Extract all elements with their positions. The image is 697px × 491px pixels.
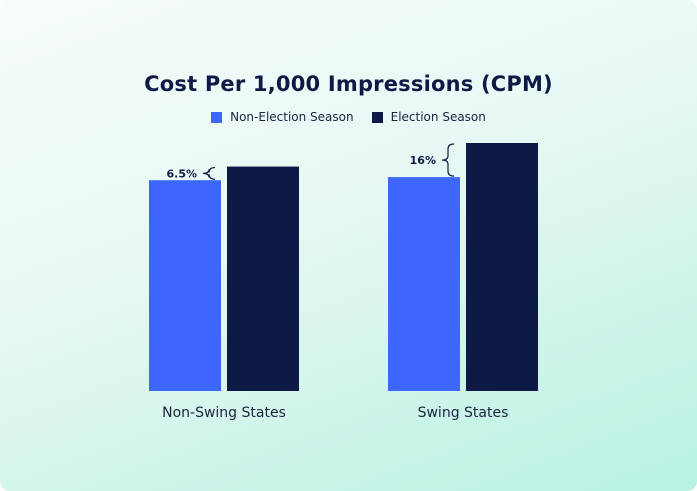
legend-swatch-election [371,111,383,123]
legend-label-election: Election Season [390,110,486,124]
legend-swatch-non-election [211,111,223,123]
brace-non-swing [202,166,216,180]
bar-election-non-swing [227,166,299,391]
bar-non-election-swing [388,177,460,391]
legend-label-non-election: Non-Election Season [230,110,354,124]
chart-title: Cost Per 1,000 Impressions (CPM) [144,72,553,96]
legend-item-non-election: Non-Election Season [211,110,354,124]
legend-item-election: Election Season [371,110,486,124]
category-label-non-swing: Non-Swing States [162,405,286,421]
annotation-label-non-swing: 6.5% [166,167,197,180]
bar-election-swing [466,143,538,391]
brace-swing [441,143,455,177]
annotation-label-swing: 16% [410,154,436,167]
chart-legend: Non-Election Season Election Season [0,110,697,124]
category-label-swing: Swing States [418,405,509,421]
bar-non-election-non-swing [149,180,221,391]
